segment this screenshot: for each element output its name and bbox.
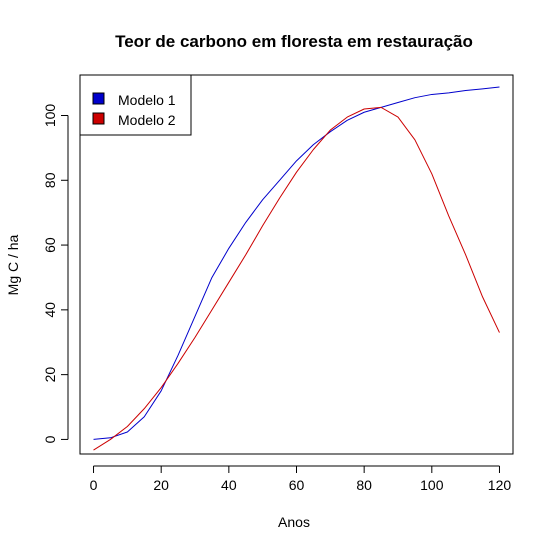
x-axis-label: Anos — [278, 514, 310, 530]
x-tick-label: 80 — [356, 477, 372, 493]
legend-swatch-modelo-2 — [92, 112, 105, 125]
legend-label-modelo-2: Modelo 2 — [118, 112, 176, 128]
y-tick-label: 100 — [42, 104, 58, 128]
legend-label-modelo-1: Modelo 1 — [118, 92, 176, 108]
x-tick-label: 40 — [221, 477, 237, 493]
y-tick-label: 0 — [42, 435, 58, 443]
legend: Modelo 1 Modelo 2 — [79, 74, 192, 136]
chart-title: Teor de carbono em floresta em restauraç… — [115, 32, 473, 51]
x-axis: 0 20 40 60 80 100 120 — [90, 465, 512, 493]
plot-frame — [79, 74, 514, 455]
y-tick-label: 40 — [42, 302, 58, 318]
series-group — [93, 86, 500, 451]
legend-box — [79, 74, 192, 136]
y-axis-label: Mg C / ha — [5, 234, 21, 295]
x-tick-label: 0 — [90, 477, 98, 493]
y-axis: 0 20 40 60 80 100 — [42, 104, 69, 443]
series-line-modelo-1 — [93, 86, 500, 440]
y-tick-label: 60 — [42, 237, 58, 253]
series-line-modelo-2 — [93, 106, 500, 451]
x-tick-label: 100 — [420, 477, 444, 493]
x-tick-label: 120 — [488, 477, 512, 493]
x-tick-label: 20 — [153, 477, 169, 493]
legend-swatch-modelo-1 — [92, 92, 105, 105]
y-tick-label: 20 — [42, 367, 58, 383]
x-tick-label: 60 — [289, 477, 305, 493]
y-tick-label: 80 — [42, 172, 58, 188]
